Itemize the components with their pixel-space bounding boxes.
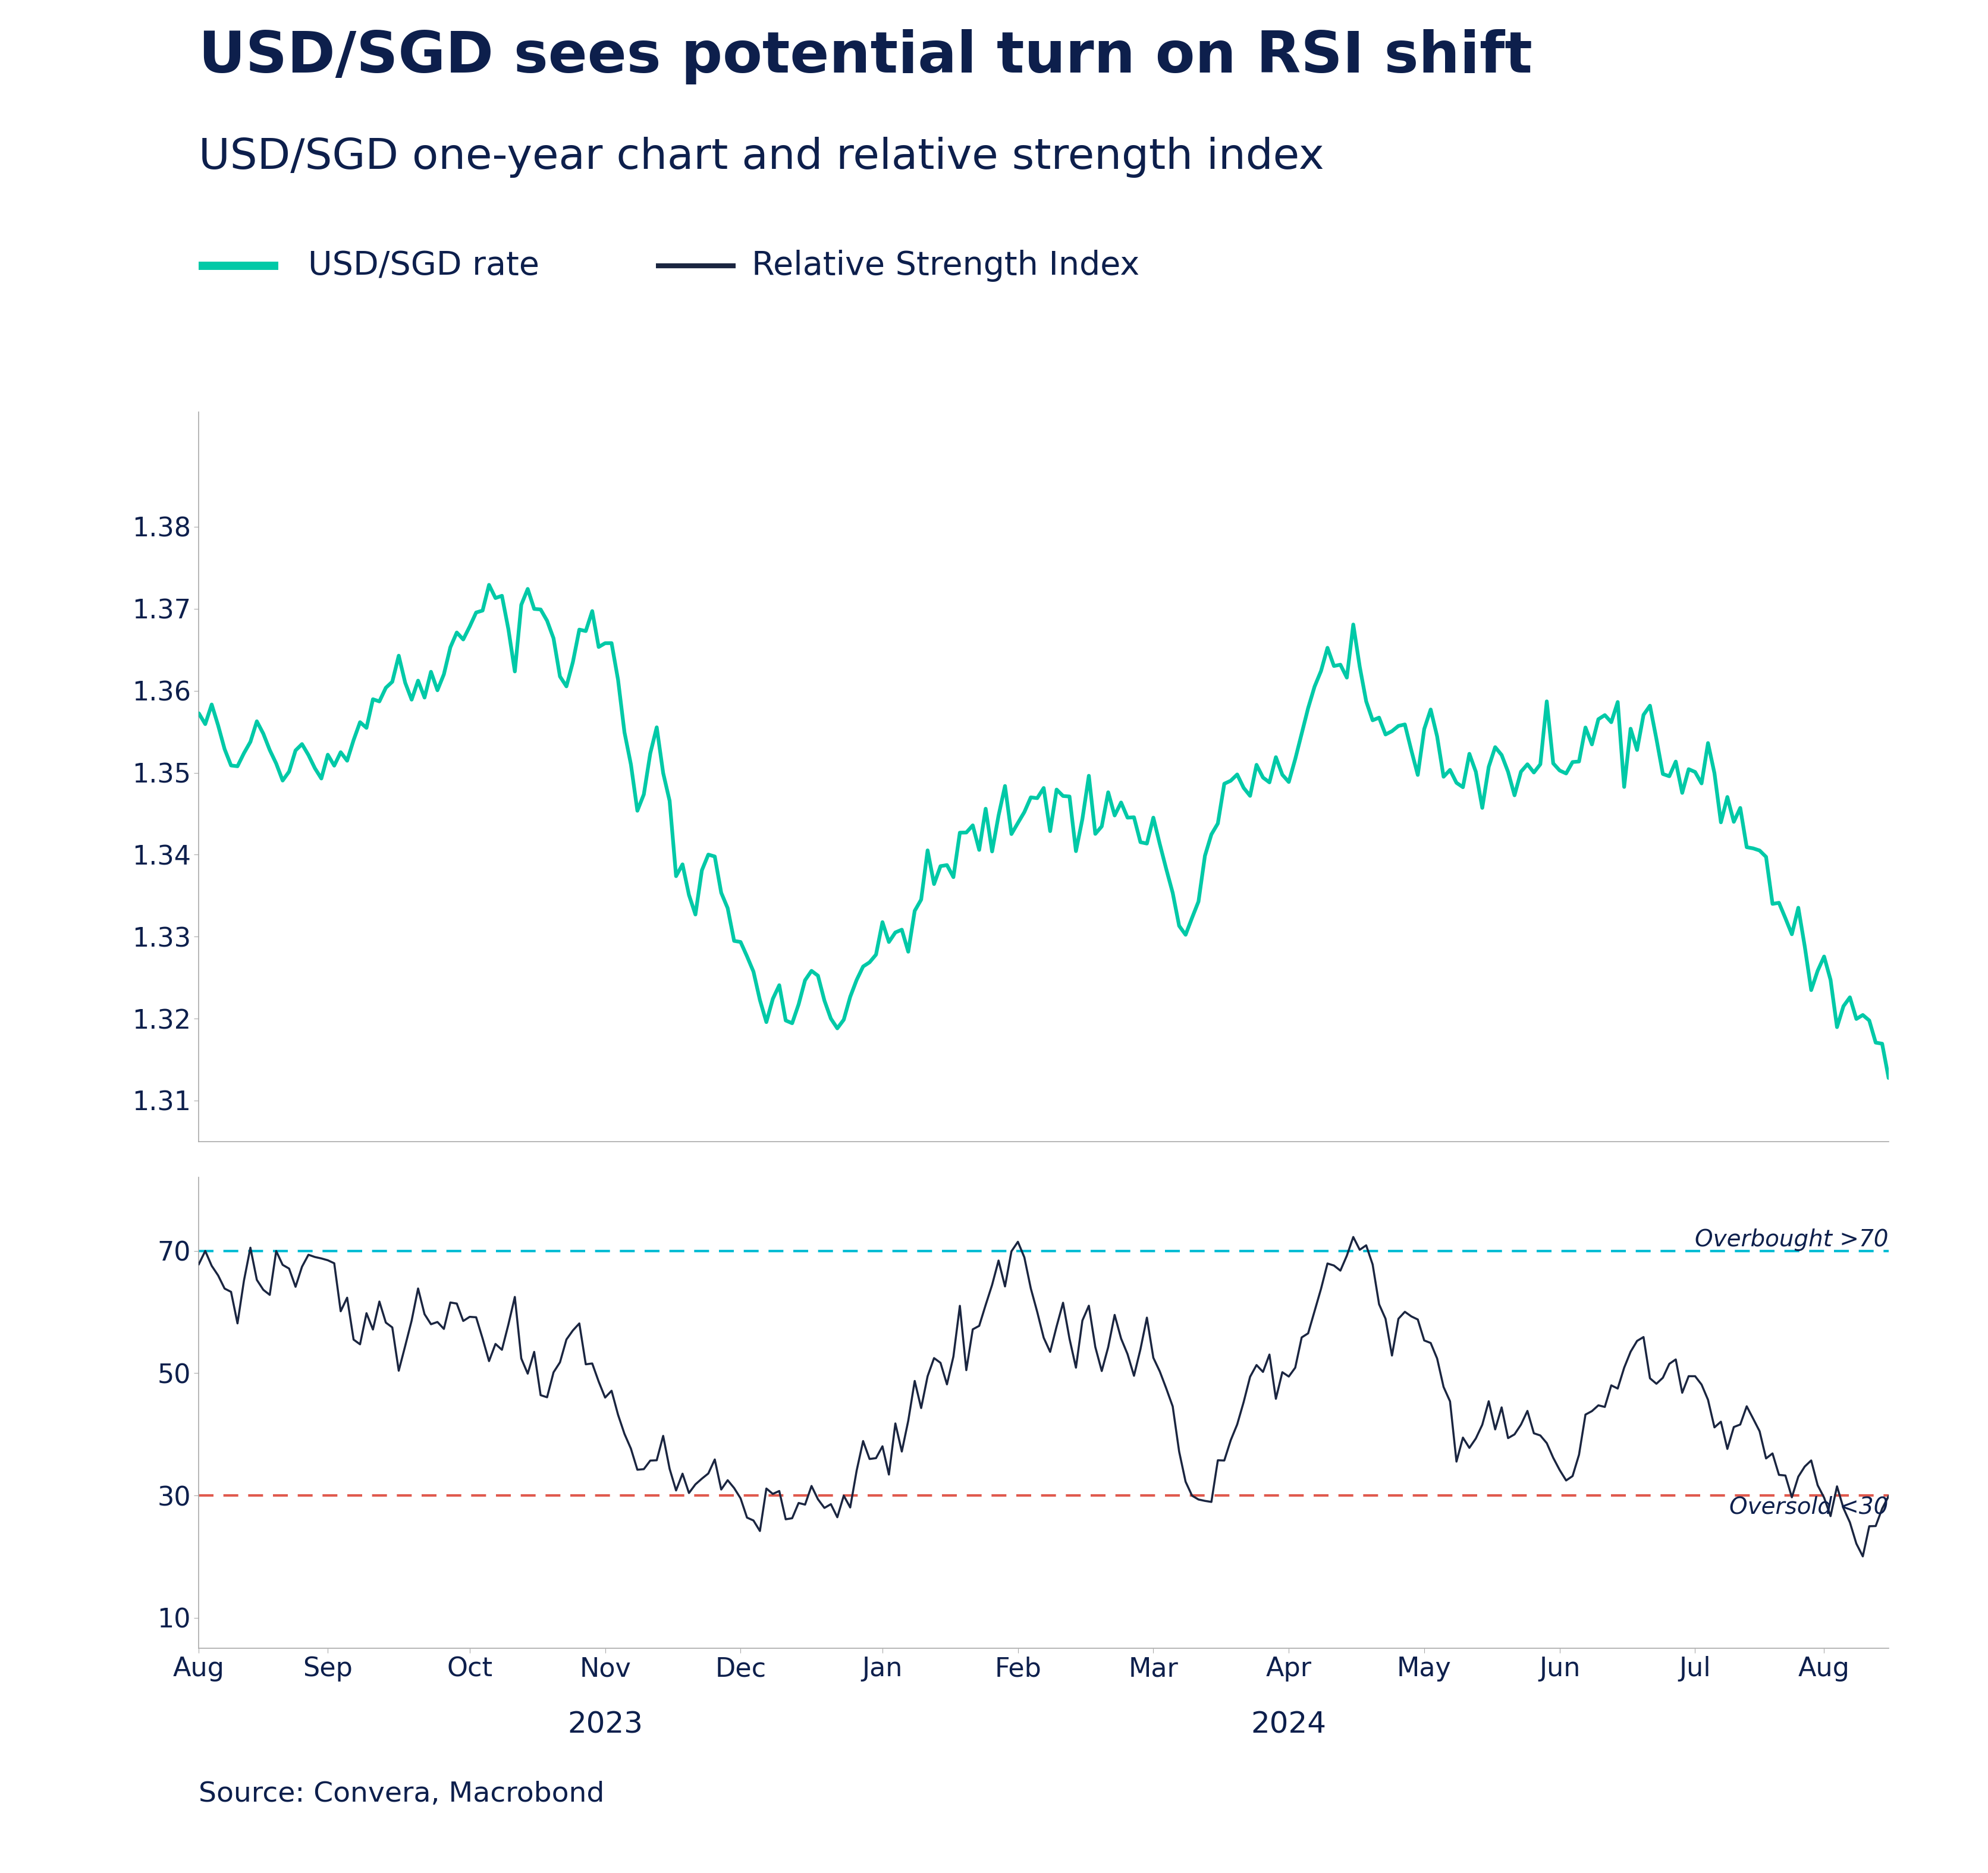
Text: USD/SGD rate: USD/SGD rate bbox=[308, 249, 539, 283]
Text: Relative Strength Index: Relative Strength Index bbox=[751, 249, 1139, 283]
Text: 2024: 2024 bbox=[1250, 1710, 1326, 1738]
Text: Source: Convera, Macrobond: Source: Convera, Macrobond bbox=[199, 1781, 604, 1807]
Text: USD/SGD one-year chart and relative strength index: USD/SGD one-year chart and relative stre… bbox=[199, 137, 1324, 178]
Text: Overbought >70: Overbought >70 bbox=[1696, 1229, 1889, 1251]
Text: 2023: 2023 bbox=[567, 1710, 642, 1738]
Text: Oversold <30: Oversold <30 bbox=[1730, 1495, 1889, 1517]
Text: USD/SGD sees potential turn on RSI shift: USD/SGD sees potential turn on RSI shift bbox=[199, 28, 1533, 84]
